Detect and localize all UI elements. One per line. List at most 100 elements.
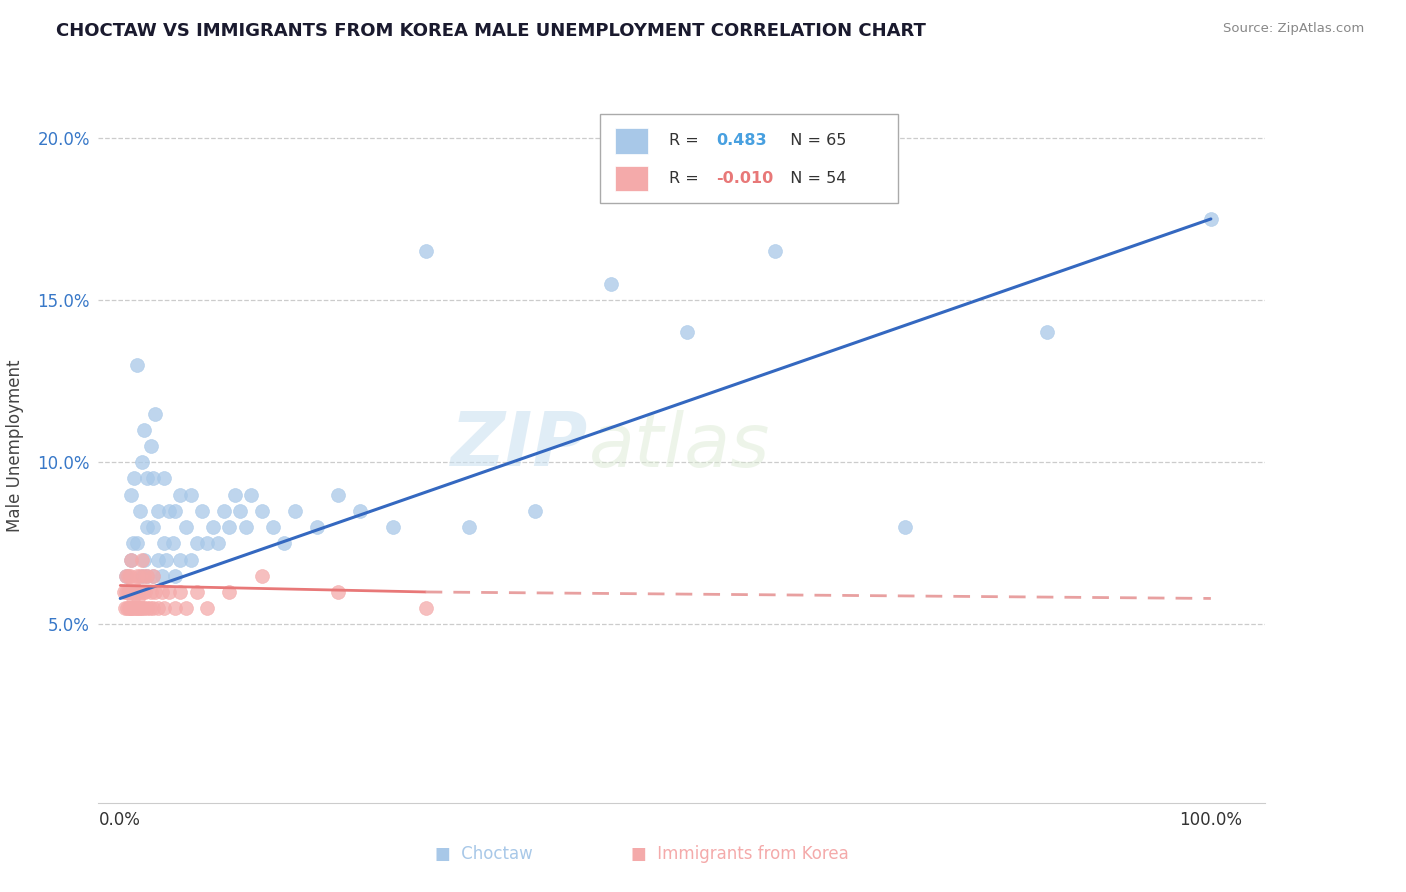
Point — [224, 488, 246, 502]
Point — [136, 601, 159, 615]
Point — [262, 520, 284, 534]
Text: N = 65: N = 65 — [780, 133, 846, 148]
Point — [197, 536, 219, 550]
Point — [118, 585, 141, 599]
Text: ■  Choctaw: ■ Choctaw — [434, 846, 533, 863]
FancyBboxPatch shape — [616, 128, 648, 153]
Point — [169, 488, 191, 502]
Point — [136, 471, 159, 485]
Point — [138, 601, 160, 615]
Point — [328, 488, 350, 502]
Point — [125, 585, 148, 599]
Point — [201, 520, 224, 534]
Point — [250, 568, 273, 582]
Point — [131, 455, 153, 469]
Point — [118, 601, 141, 615]
Point — [120, 552, 142, 566]
Point — [148, 504, 170, 518]
Point — [174, 520, 197, 534]
Point — [218, 585, 240, 599]
Point — [125, 536, 148, 550]
Point — [131, 568, 153, 582]
Point — [121, 601, 143, 615]
Point — [124, 601, 146, 615]
Point — [122, 536, 145, 550]
Point — [229, 504, 252, 518]
Text: -0.010: -0.010 — [716, 171, 773, 186]
Point — [139, 439, 162, 453]
Point — [142, 568, 165, 582]
Point — [120, 585, 142, 599]
Point — [148, 552, 170, 566]
Point — [143, 407, 166, 421]
Point — [1199, 211, 1222, 226]
Point — [143, 585, 166, 599]
Point — [120, 488, 142, 502]
Text: Source: ZipAtlas.com: Source: ZipAtlas.com — [1223, 22, 1364, 36]
Point — [134, 601, 156, 615]
Point — [235, 520, 257, 534]
Point — [157, 585, 180, 599]
Point — [118, 585, 141, 599]
Point — [174, 601, 197, 615]
Point — [125, 585, 148, 599]
Point — [136, 520, 159, 534]
Point — [180, 552, 202, 566]
Point — [191, 504, 214, 518]
Point — [155, 552, 177, 566]
Text: 0.483: 0.483 — [716, 133, 766, 148]
Point — [134, 585, 156, 599]
Point — [125, 568, 148, 582]
Text: atlas: atlas — [589, 410, 770, 482]
Point — [169, 552, 191, 566]
Point — [134, 568, 156, 582]
Point — [142, 568, 165, 582]
Point — [118, 601, 141, 615]
Point — [163, 601, 186, 615]
Point — [240, 488, 263, 502]
Point — [1036, 326, 1059, 340]
Point — [600, 277, 623, 291]
Point — [150, 585, 173, 599]
Point — [150, 568, 173, 582]
Text: ■  Immigrants from Korea: ■ Immigrants from Korea — [631, 846, 849, 863]
FancyBboxPatch shape — [600, 114, 898, 203]
Point — [763, 244, 786, 259]
Point — [125, 358, 148, 372]
Point — [120, 552, 142, 566]
Point — [136, 568, 159, 582]
Point — [114, 568, 136, 582]
Point — [142, 520, 165, 534]
Point — [125, 601, 148, 615]
Point — [134, 552, 156, 566]
Point — [212, 504, 235, 518]
Text: ZIP: ZIP — [451, 409, 589, 483]
Point — [153, 601, 176, 615]
Y-axis label: Male Unemployment: Male Unemployment — [6, 359, 24, 533]
Point — [136, 568, 159, 582]
Point — [169, 585, 191, 599]
Point — [127, 591, 149, 606]
Point — [153, 536, 176, 550]
Point — [207, 536, 229, 550]
Text: N = 54: N = 54 — [780, 171, 846, 186]
Point — [328, 585, 350, 599]
Point — [197, 601, 219, 615]
Point — [134, 423, 156, 437]
Point — [118, 568, 141, 582]
Point — [218, 520, 240, 534]
Point — [132, 585, 155, 599]
Point — [458, 520, 481, 534]
Point — [128, 504, 150, 518]
Point — [139, 585, 162, 599]
Point — [273, 536, 295, 550]
Point — [142, 601, 165, 615]
Point — [415, 601, 437, 615]
Point — [124, 585, 146, 599]
Point — [128, 585, 150, 599]
Text: R =: R = — [669, 133, 704, 148]
Point — [180, 488, 202, 502]
Point — [415, 244, 437, 259]
Point — [122, 591, 145, 606]
Point — [128, 601, 150, 615]
